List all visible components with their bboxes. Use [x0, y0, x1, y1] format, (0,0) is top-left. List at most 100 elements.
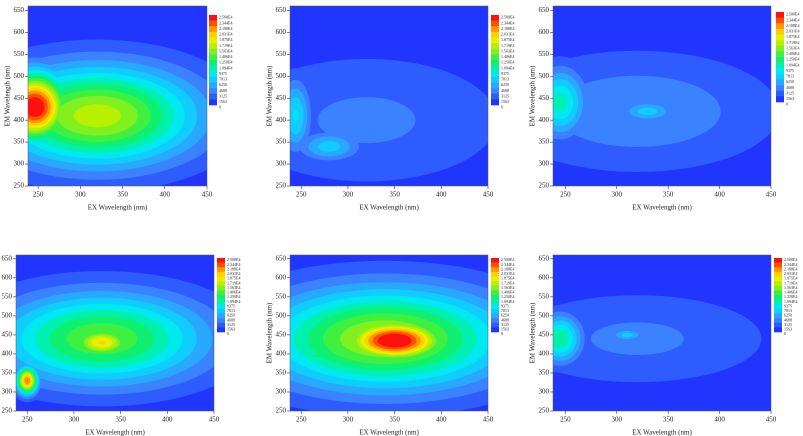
colorbar-swatch: [217, 276, 225, 282]
colorbar-label: 1.719E4: [786, 40, 799, 45]
colorbar-swatch: [209, 93, 217, 100]
y-tick-label: 300: [14, 160, 25, 168]
plot-area: [28, 6, 207, 186]
y-tick-label: 300: [276, 388, 287, 396]
colorbar-swatch: [209, 76, 217, 83]
colorbar-label: 7813: [784, 308, 792, 313]
y-tick-label: 350: [276, 138, 287, 146]
plot-frame: [552, 5, 772, 187]
colorbar-label: 1.094E4: [786, 62, 799, 67]
y-tick-label: 550: [2, 292, 13, 300]
colorbar-label: 1.563E4: [219, 48, 232, 53]
colorbar-swatch: [774, 308, 782, 314]
contour-level: [26, 379, 28, 382]
y-tick-label: 500: [276, 72, 287, 80]
colorbar-swatch: [774, 285, 782, 291]
contour-level: [73, 104, 121, 128]
colorbar-label: 6250: [219, 82, 227, 87]
colorbar-label: 2.344E4: [501, 262, 514, 267]
colorbar-swatch: [217, 327, 225, 333]
colorbar-swatch: [491, 65, 499, 72]
colorbar-swatch: [491, 60, 499, 66]
x-tick-label: 450: [483, 191, 494, 199]
colorbar-swatch: [776, 96, 784, 103]
colorbar-label: 2.500E4: [501, 257, 514, 262]
colorbar-swatch: [776, 51, 784, 58]
colorbar-label: 2.344E4: [784, 262, 797, 267]
colorbar-label: 1.250E4: [784, 294, 797, 299]
colorbar-swatch: [217, 258, 225, 263]
x-axis-label: EX Wavelength (nm): [632, 429, 692, 436]
colorbar-swatch: [491, 48, 499, 55]
y-tick-label: 650: [539, 6, 550, 14]
colorbar-swatch: [776, 28, 784, 35]
colorbar-swatch: [774, 271, 782, 277]
y-tick-label: 350: [14, 138, 25, 146]
colorbar-swatch: [217, 267, 225, 273]
y-tick-label: 400: [276, 116, 287, 124]
x-tick-label: 450: [766, 416, 777, 424]
colorbar-swatch: [491, 322, 499, 328]
colorbar-swatch: [776, 79, 784, 86]
y-tick-label: 400: [14, 116, 25, 124]
y-tick-label: 500: [539, 311, 550, 319]
colorbar-label: 1.875E4: [219, 37, 232, 42]
colorbar-label: 6250: [784, 313, 792, 318]
colorbar-swatch: [491, 318, 499, 324]
y-tick-label: 550: [14, 50, 25, 58]
colorbar-label: 2.500E4: [784, 257, 797, 262]
colorbar-label: 7813: [501, 308, 509, 313]
colorbar-swatch: [209, 54, 217, 61]
colorbar-label: 4688: [784, 317, 792, 322]
y-tick-label: 400: [539, 350, 550, 358]
x-tick-label: 350: [663, 191, 674, 199]
colorbar-label: 7813: [501, 77, 509, 82]
colorbar-swatch: [209, 15, 217, 21]
colorbar-label: 9375: [501, 71, 509, 76]
colorbar-swatch: [776, 73, 784, 80]
colorbar-label: 1563: [219, 99, 227, 104]
y-tick-label: 450: [14, 94, 25, 102]
x-tick-label: 400: [436, 191, 447, 199]
colorbar-label: 1.875E4: [501, 37, 514, 42]
colorbar-label: 3125: [227, 322, 235, 327]
y-tick-label: 650: [539, 254, 550, 262]
colorbar-label: 2.344E4: [227, 262, 240, 267]
y-tick-label: 350: [276, 369, 287, 377]
colorbar-swatch: [491, 290, 499, 296]
y-tick-label: 650: [2, 254, 13, 262]
colorbar-label: 1.094E4: [501, 65, 514, 70]
colorbar-swatch: [217, 318, 225, 324]
y-tick-label: 450: [539, 331, 550, 339]
colorbar-swatch: [209, 60, 217, 66]
colorbar-label: 1563: [784, 327, 792, 332]
colorbar-label: 4688: [786, 85, 794, 90]
y-tick-label: 250: [539, 182, 550, 190]
colorbar-swatch: [217, 285, 225, 291]
colorbar-label: 3125: [219, 93, 227, 98]
y-tick-label: 500: [14, 72, 25, 80]
colorbar-swatch: [491, 258, 499, 263]
colorbar-swatch: [209, 88, 217, 95]
colorbar-swatch: [209, 37, 217, 44]
colorbar-label: 1.563E4: [786, 45, 799, 50]
x-tick-label: 350: [115, 416, 126, 424]
y-tick-label: 550: [276, 292, 287, 300]
y-axis-label: EM Wavelength (nm): [529, 65, 537, 126]
y-tick-label: 600: [539, 28, 550, 36]
colorbar-swatch: [776, 40, 784, 47]
colorbar-label: 1.250E4: [501, 294, 514, 299]
y-tick-label: 250: [14, 182, 25, 190]
y-tick-label: 450: [276, 331, 287, 339]
colorbar-label: 4688: [227, 317, 235, 322]
colorbar-label: 6250: [227, 313, 235, 318]
colorbar-swatch: [491, 99, 499, 106]
plot-frame: [552, 254, 772, 412]
colorbar-label: 2.031E4: [784, 271, 797, 276]
colorbar-label: 2.031E4: [501, 32, 514, 37]
y-tick-label: 250: [276, 182, 287, 190]
colorbar-label: 1.719E4: [501, 280, 514, 285]
colorbar-label: 2.188E4: [501, 266, 514, 271]
colorbar-label: 0: [219, 105, 221, 110]
